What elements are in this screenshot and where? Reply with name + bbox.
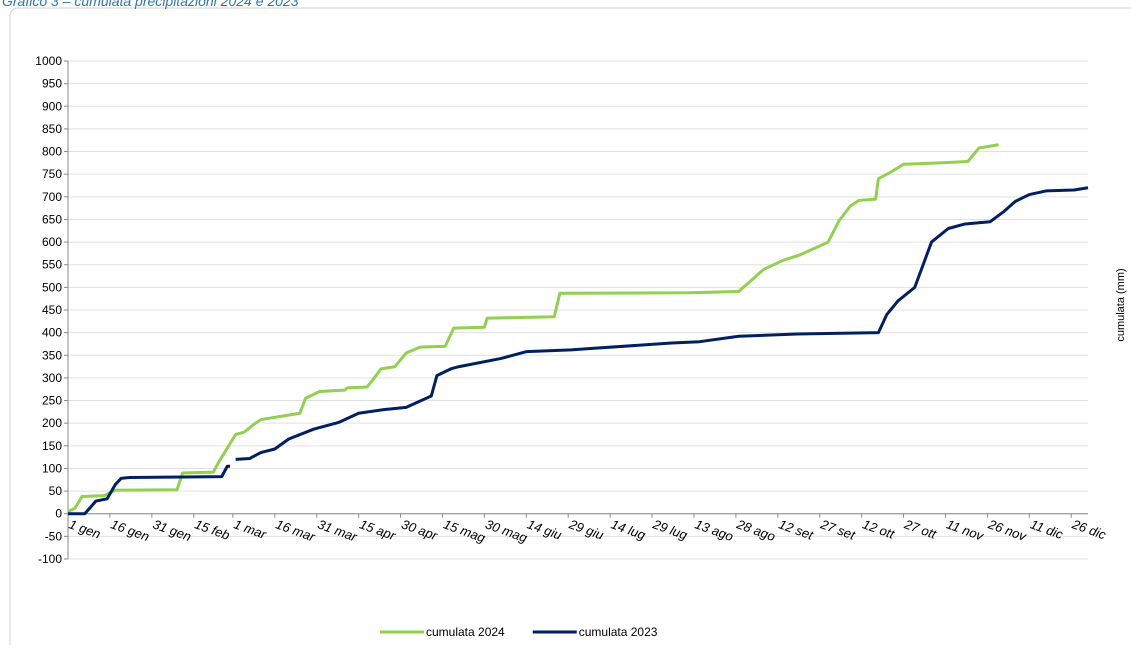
y-tick-label: 950	[42, 77, 62, 91]
y-tick-label: 0	[55, 507, 62, 521]
legend-label: cumulata 2023	[579, 625, 658, 639]
chart-frame	[9, 7, 1131, 650]
y-tick-label: 800	[42, 145, 62, 159]
y-tick-label: 750	[42, 167, 62, 181]
y-tick-label: 50	[49, 484, 63, 498]
y-tick-label: 700	[42, 190, 62, 204]
y-tick-label: 450	[42, 303, 62, 317]
y-tick-label: 900	[42, 99, 62, 113]
y-tick-label: 400	[42, 326, 62, 340]
y-tick-label: 250	[42, 394, 62, 408]
y-tick-label: 300	[42, 371, 62, 385]
y-tick-label: 100	[42, 461, 62, 475]
legend-label: cumulata 2024	[426, 625, 505, 639]
y-tick-label: 150	[42, 439, 62, 453]
y-tick-label: 550	[42, 258, 62, 272]
chart-title: Grafico 3 – cumulata precipitazioni 2024…	[2, 0, 299, 9]
y-tick-label: 600	[42, 235, 62, 249]
y-tick-label: 650	[42, 212, 62, 226]
y-axis-label: cumulata (mm)	[1115, 268, 1127, 341]
y-tick-label: 200	[42, 416, 62, 430]
y-tick-label: 500	[42, 280, 62, 294]
y-tick-label: -100	[38, 552, 62, 566]
y-tick-label: 1000	[35, 54, 62, 68]
y-tick-label: 850	[42, 122, 62, 136]
y-tick-label: -50	[45, 529, 63, 543]
y-tick-label: 350	[42, 348, 62, 362]
series-line	[68, 186, 1089, 516]
series-line	[67, 143, 999, 513]
